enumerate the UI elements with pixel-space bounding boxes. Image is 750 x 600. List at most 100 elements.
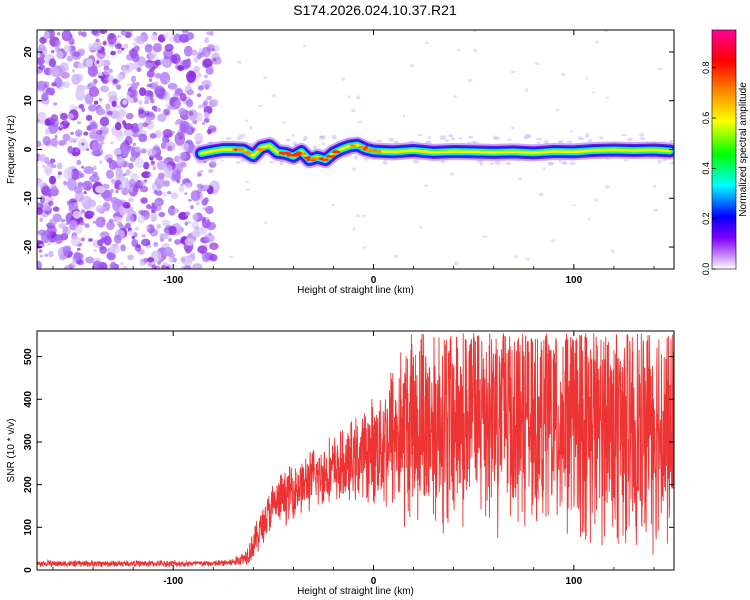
ridge-hotspot [326, 155, 336, 158]
noise-blob [117, 34, 122, 38]
noise-blob [45, 87, 56, 95]
ridge-halo-dot [225, 136, 232, 140]
ridge-hotspot [287, 153, 293, 157]
noise-dot [228, 255, 234, 259]
noise-blob [183, 45, 193, 57]
noise-blob [168, 256, 174, 263]
noise-dot [236, 60, 242, 65]
noise-blob [78, 31, 83, 36]
noise-dot [543, 166, 546, 171]
noise-blob [132, 186, 139, 193]
noise-blob [73, 252, 84, 260]
noise-blob [60, 218, 66, 223]
noise-blob [63, 167, 73, 180]
ridge-hotspot [234, 148, 240, 151]
ridge-halo-dot [569, 161, 576, 166]
noise-blob [103, 77, 108, 81]
noise-blob [125, 169, 131, 176]
ridge-hotspot [256, 147, 263, 151]
noise-blob [165, 141, 176, 152]
noise-blob [74, 191, 84, 202]
noise-blob [106, 221, 115, 231]
noise-blob [180, 161, 187, 168]
noise-blob [80, 237, 86, 242]
noise-dot [473, 48, 478, 53]
noise-blob [157, 113, 167, 122]
noise-blob [59, 233, 69, 241]
noise-blob [208, 207, 213, 213]
noise-blob [202, 101, 208, 109]
ridge-hotspot [372, 149, 379, 153]
noise-dot [282, 121, 286, 124]
noise-dot [506, 138, 512, 141]
noise-blob [149, 132, 157, 139]
noise-blob [138, 99, 143, 106]
noise-blob [186, 256, 193, 263]
noise-blob [177, 65, 185, 72]
noise-blob [77, 121, 82, 125]
noise-blob [113, 148, 122, 156]
noise-blob [50, 183, 57, 190]
noise-dot [424, 41, 430, 45]
ridge-halo-dot [467, 135, 474, 139]
noise-blob [44, 118, 51, 126]
noise-blob [163, 32, 170, 39]
noise-blob [92, 165, 97, 170]
spectrogram-y-tick-label: -20 [23, 239, 34, 254]
noise-dot [453, 95, 457, 98]
noise-blob [116, 84, 122, 90]
noise-blob [124, 162, 130, 167]
noise-dot [355, 214, 361, 218]
noise-blob [141, 171, 152, 179]
noise-blob [42, 135, 51, 146]
noise-dot [595, 40, 600, 44]
noise-blob [151, 251, 159, 258]
noise-blob [48, 250, 54, 258]
noise-blob [146, 83, 152, 88]
noise-blob [116, 104, 122, 110]
noise-blob [131, 235, 135, 240]
ridge-hotspot [365, 148, 374, 152]
snr-x-tick-label: -100 [163, 576, 183, 587]
noise-blob [180, 183, 185, 187]
noise-blob [170, 205, 175, 210]
ridge-halo-dot [291, 134, 295, 137]
snr-y-tick-label: 500 [23, 348, 34, 365]
noise-blob [164, 229, 170, 234]
noise-blob [70, 41, 75, 45]
noise-blob [74, 51, 80, 58]
noise-blob [190, 190, 201, 202]
noise-blob [75, 129, 83, 138]
noise-blob [147, 257, 155, 263]
noise-blob [40, 44, 45, 48]
noise-blob [39, 254, 44, 258]
noise-dot [526, 257, 530, 261]
noise-blob [171, 169, 181, 181]
snr-x-tick-label: 0 [371, 576, 377, 587]
noise-blob [144, 62, 154, 69]
ridge-hotspot [363, 147, 368, 151]
noise-blob [97, 239, 104, 247]
ridge-halo-dot [621, 133, 627, 137]
noise-blob [118, 223, 124, 229]
noise-blob [72, 210, 82, 219]
noise-blob [203, 117, 210, 123]
noise-blob [97, 72, 102, 76]
noise-blob [134, 226, 140, 231]
noise-blob [197, 245, 208, 254]
noise-blob [98, 97, 103, 102]
snr-x-axis-label: Height of straight line (km) [297, 586, 414, 597]
snr-panel: -100 0 100 0 100 200 300 400 500 Height of strai… [6, 330, 675, 597]
ridge-halo-dot [412, 159, 420, 164]
noise-blob [191, 229, 202, 238]
noise-blob [188, 111, 194, 116]
snr-y-tick-label: 0 [23, 567, 34, 573]
noise-blob [162, 247, 174, 257]
noise-blob [126, 91, 132, 96]
noise-dot [513, 255, 519, 259]
noise-blob [66, 113, 75, 120]
spectrogram-x-axis-label: Height of straight line (km) [297, 285, 414, 296]
noise-blob [74, 106, 79, 110]
noise-blob [145, 204, 152, 210]
ridge-halo-dot [440, 159, 446, 164]
